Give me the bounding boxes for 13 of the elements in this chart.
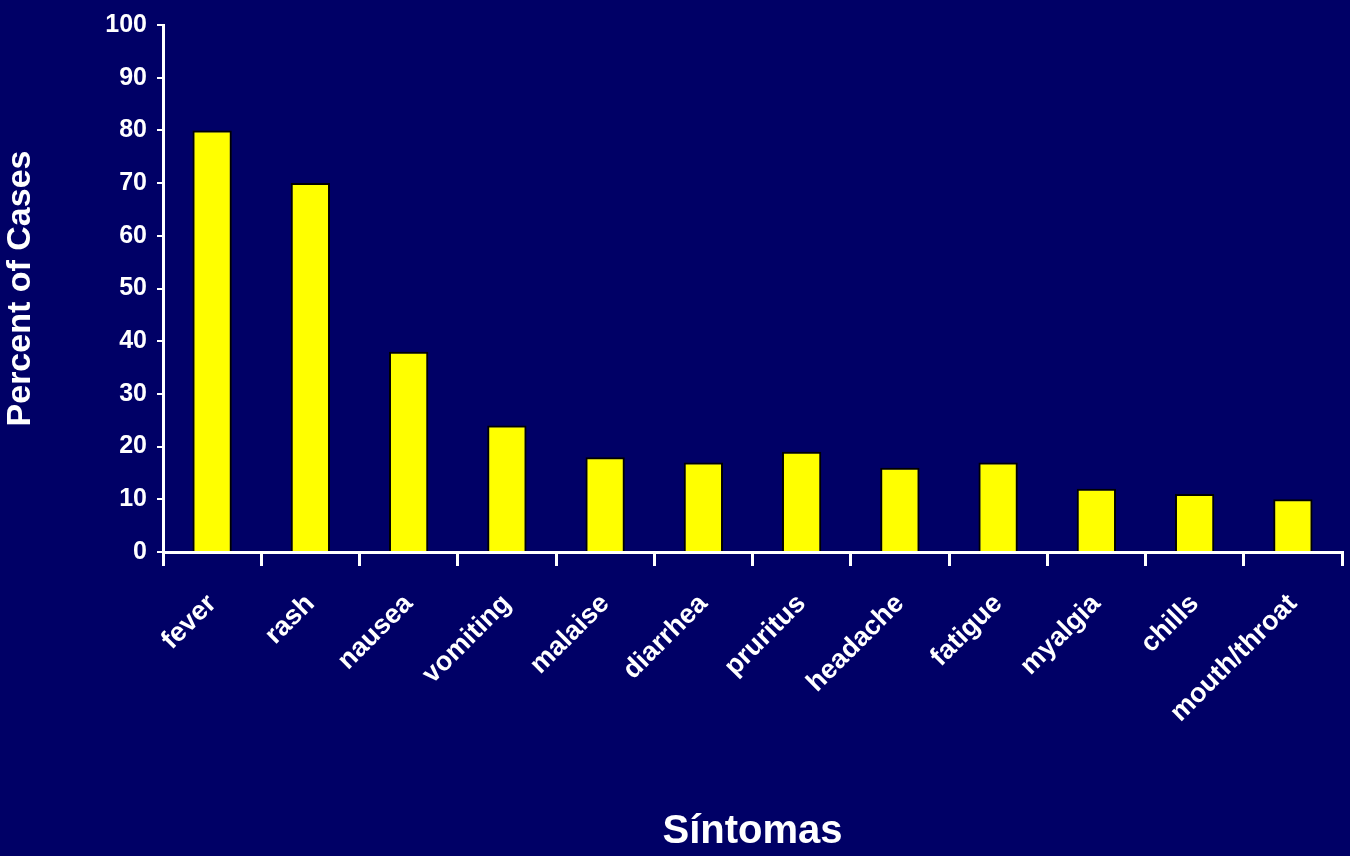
x-axis-title: Síntomas — [662, 807, 843, 852]
y-tick-label: 60 — [119, 219, 147, 248]
y-tick-label: 90 — [119, 61, 147, 90]
y-tick-label: 20 — [119, 430, 147, 459]
y-tick-label: 10 — [119, 483, 147, 512]
y-tick-label: 0 — [133, 535, 147, 564]
y-tick-label: 80 — [119, 114, 147, 143]
y-tick-label: 40 — [119, 325, 147, 354]
y-tick-label: 50 — [119, 272, 147, 301]
y-tick-label: 100 — [105, 8, 147, 37]
y-axis-title: Percent of Cases — [0, 150, 37, 427]
y-tick-label: 30 — [119, 377, 147, 406]
y-tick-label: 70 — [119, 166, 147, 195]
